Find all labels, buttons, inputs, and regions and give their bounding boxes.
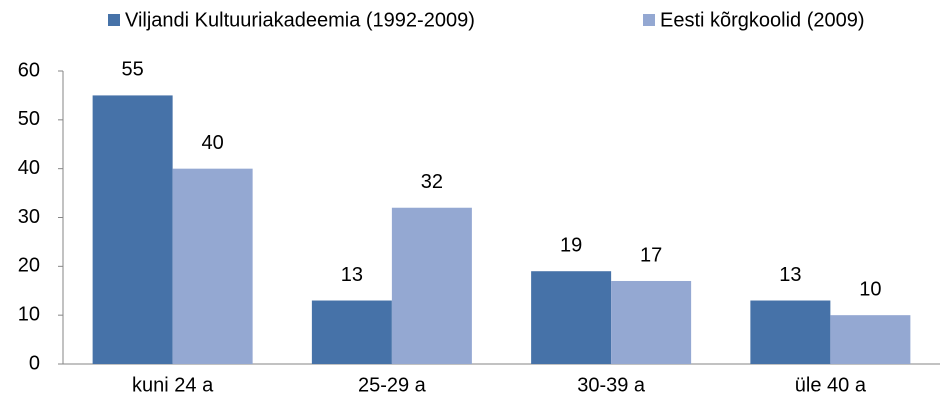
x-tick-label: kuni 24 a — [132, 374, 214, 396]
data-label: 55 — [122, 59, 144, 81]
x-tick-label: 25-29 a — [358, 374, 427, 396]
y-tick-label: 0 — [29, 352, 40, 374]
bar — [750, 300, 831, 364]
y-tick-label: 60 — [18, 59, 40, 81]
y-tick-label: 30 — [18, 206, 40, 228]
data-label: 40 — [202, 132, 224, 154]
bar — [391, 207, 472, 364]
data-label: 10 — [859, 278, 881, 300]
x-tick-label: 30-39 a — [577, 374, 646, 396]
y-tick-label: 50 — [18, 108, 40, 130]
legend-label: Viljandi Kultuuriakadeemia (1992-2009) — [125, 9, 475, 31]
legend-label: Eesti kõrgkoolid (2009) — [660, 9, 865, 31]
bar — [531, 271, 612, 364]
data-label: 19 — [560, 234, 582, 256]
data-label: 13 — [779, 264, 801, 286]
bar — [611, 280, 692, 364]
bar — [311, 300, 392, 364]
data-label: 13 — [341, 264, 363, 286]
x-tick-label: üle 40 a — [795, 374, 867, 396]
bar — [92, 95, 173, 365]
bar — [172, 168, 253, 364]
bar — [830, 315, 911, 364]
legend-swatch — [643, 14, 655, 26]
y-tick-label: 40 — [18, 157, 40, 179]
legend-swatch — [108, 14, 120, 26]
y-tick-label: 20 — [18, 255, 40, 277]
data-label: 32 — [421, 171, 443, 193]
y-tick-label: 10 — [18, 303, 40, 325]
data-label: 17 — [640, 244, 662, 266]
